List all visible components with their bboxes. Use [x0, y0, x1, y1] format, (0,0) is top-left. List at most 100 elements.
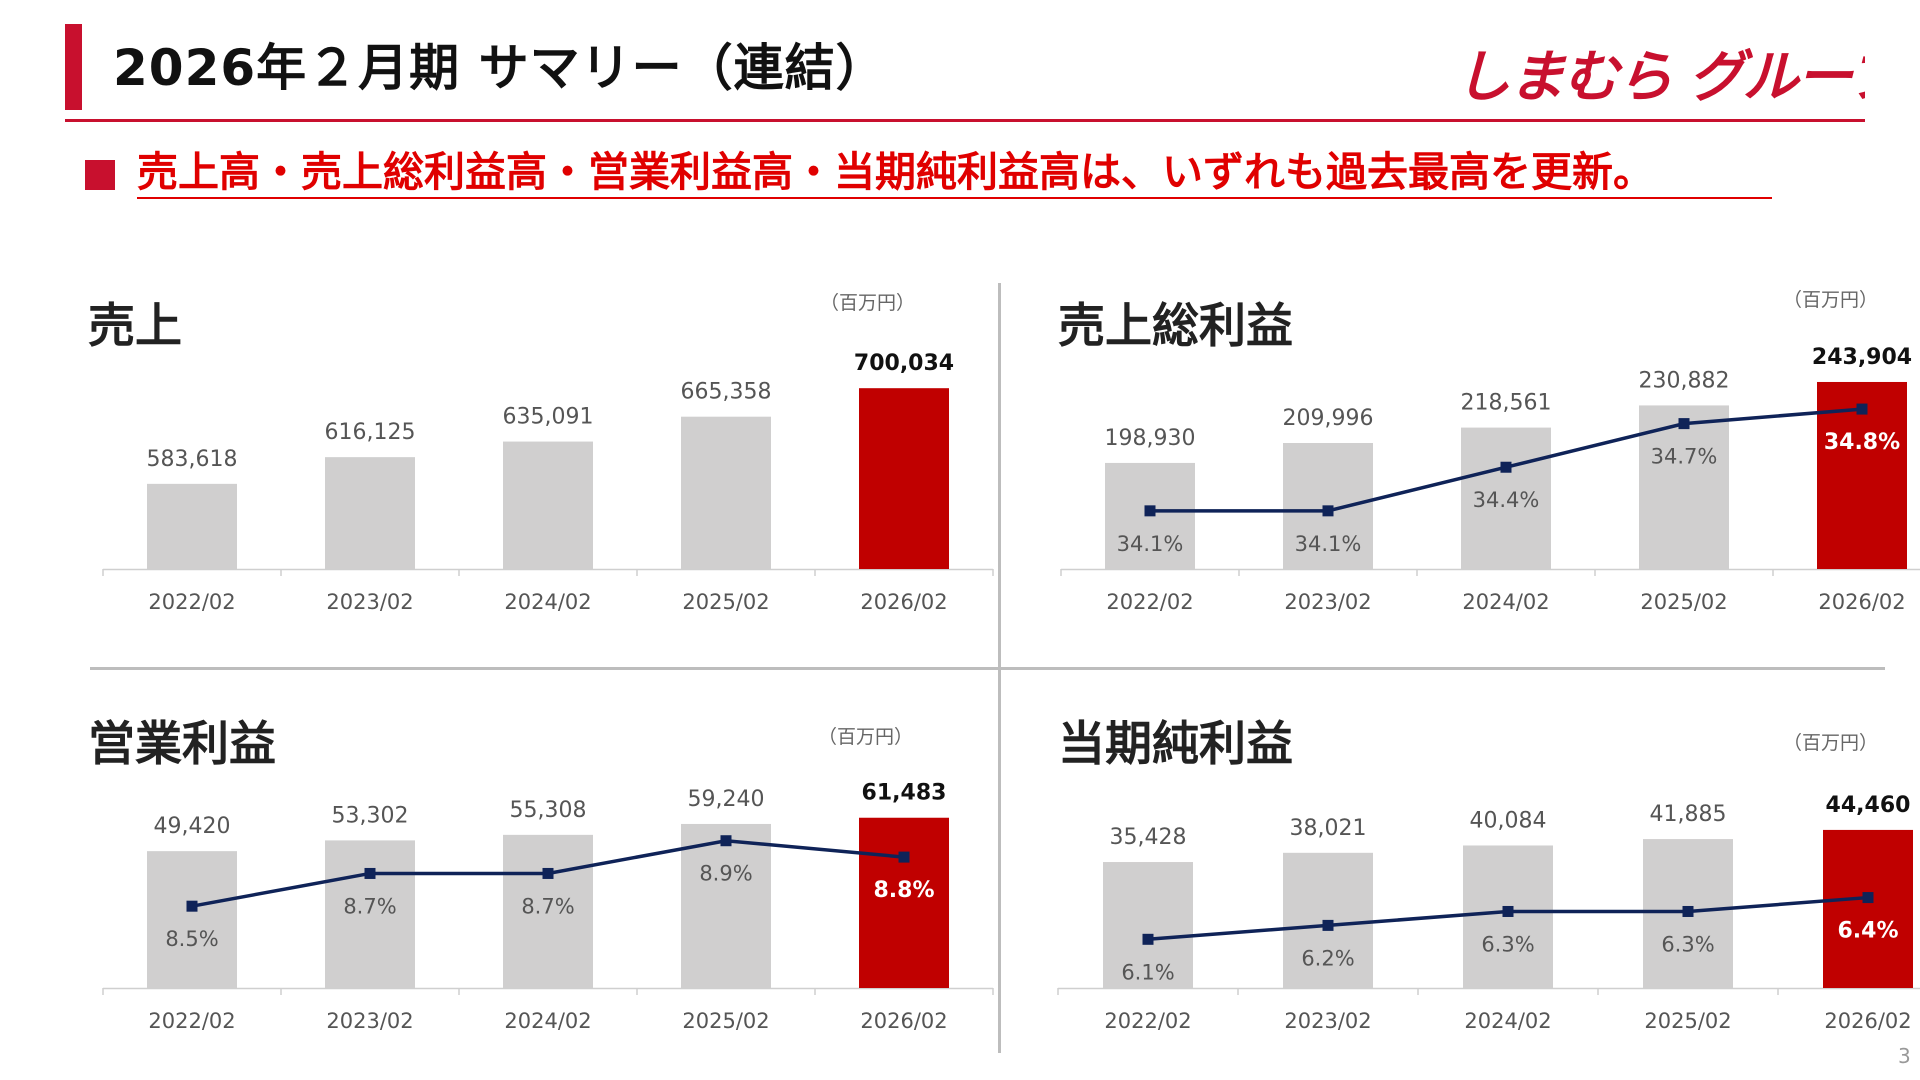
ratio-marker	[1862, 892, 1874, 904]
page-number: 3	[1898, 1044, 1911, 1068]
category-label: 2023/02	[326, 590, 413, 614]
category-label: 2025/02	[1640, 590, 1727, 614]
ratio-label: 34.7%	[1651, 445, 1718, 469]
ratio-marker	[1144, 505, 1156, 517]
ratio-marker	[1856, 403, 1868, 415]
bar-2026/02	[859, 817, 949, 988]
bar-value-label: 230,882	[1639, 368, 1730, 393]
category-label: 2026/02	[1824, 1009, 1911, 1033]
ratio-label: 34.8%	[1824, 430, 1900, 455]
category-label: 2026/02	[860, 1009, 947, 1033]
logo-text: しまむら グループ	[1455, 45, 1865, 110]
category-label: 2023/02	[326, 1009, 413, 1033]
category-label: 2025/02	[1644, 1009, 1731, 1033]
bar-2024/02	[503, 441, 593, 569]
ratio-marker	[898, 851, 910, 863]
panel-title-net-income: 当期純利益	[1058, 717, 1293, 772]
bar-value-label: 583,618	[147, 447, 238, 472]
ratio-label: 8.7%	[343, 894, 396, 918]
bar-value-label: 49,420	[154, 814, 231, 839]
bar-value-label: 35,428	[1110, 825, 1187, 850]
unit-label-net-income: （百万円）	[1783, 732, 1879, 754]
ratio-marker	[1322, 505, 1334, 517]
unit-label-gross-profit: （百万円）	[1783, 289, 1879, 311]
bar-2025/02	[681, 823, 771, 988]
sales-chart: 583,618 2022/02 616,125 2023/02 635,091 2024/…	[102, 351, 994, 614]
unit-label-sales: （百万円）	[820, 292, 916, 314]
bar-2022/02	[147, 483, 237, 569]
bar-value-label: 635,091	[503, 405, 594, 430]
category-label: 2022/02	[1104, 1009, 1191, 1033]
bar-value-label: 44,460	[1826, 793, 1911, 818]
bar-2026/02	[1823, 829, 1913, 988]
bar-2024/02	[503, 834, 593, 988]
headline-bullet	[85, 160, 115, 190]
category-label: 2026/02	[860, 590, 947, 614]
bar-2023/02	[325, 457, 415, 569]
ratio-label: 8.9%	[699, 862, 752, 886]
ratio-marker	[1678, 418, 1690, 430]
shimamura-group-logo: しまむら グループ	[1455, 34, 1916, 114]
ratio-marker	[186, 900, 198, 912]
bar-value-label: 665,358	[681, 380, 772, 405]
bar-value-label: 700,034	[854, 351, 954, 376]
bar-2022/02	[147, 851, 237, 988]
category-label: 2023/02	[1284, 1009, 1371, 1033]
ratio-label: 8.7%	[521, 894, 574, 918]
ratio-marker	[1322, 919, 1334, 931]
ratio-label: 8.8%	[873, 878, 934, 903]
category-label: 2023/02	[1284, 590, 1371, 614]
bar-value-label: 198,930	[1105, 426, 1196, 451]
ratio-marker	[1682, 905, 1694, 917]
category-label: 2024/02	[504, 590, 591, 614]
title-accent-bar	[65, 24, 82, 110]
category-label: 2026/02	[1818, 590, 1905, 614]
page-title: 2026年２月期 サマリー（連結）	[113, 39, 887, 97]
bar-2026/02	[859, 388, 949, 569]
ratio-label: 6.3%	[1481, 932, 1534, 956]
headline-text: 売上高・売上総利益高・営業利益高・当期純利益高は、いずれも過去最高を更新。	[137, 148, 1654, 196]
category-label: 2022/02	[148, 1009, 235, 1033]
headline-underline	[137, 197, 1772, 199]
bar-2022/02	[1103, 862, 1193, 988]
bar-value-label: 243,904	[1812, 345, 1912, 370]
horizontal-divider	[90, 667, 1885, 670]
bar-value-label: 41,885	[1650, 802, 1727, 827]
ratio-label: 34.1%	[1295, 532, 1362, 556]
bar-value-label: 209,996	[1283, 406, 1374, 431]
bar-value-label: 218,561	[1461, 391, 1552, 416]
ratio-marker	[1500, 461, 1512, 473]
bar-2024/02	[1461, 427, 1551, 569]
ratio-marker	[1502, 905, 1514, 917]
ratio-label: 6.1%	[1121, 960, 1174, 984]
bar-2025/02	[681, 416, 771, 569]
bar-value-label: 616,125	[325, 420, 416, 445]
category-label: 2024/02	[504, 1009, 591, 1033]
bar-value-label: 53,302	[332, 803, 409, 828]
ratio-label: 8.5%	[165, 927, 218, 951]
ratio-label: 6.4%	[1837, 919, 1898, 944]
ratio-label: 6.3%	[1661, 932, 1714, 956]
category-label: 2022/02	[1106, 590, 1193, 614]
panel-title-gross-profit: 売上総利益	[1058, 299, 1293, 354]
category-label: 2025/02	[682, 1009, 769, 1033]
ratio-marker	[1142, 933, 1154, 945]
ratio-marker	[542, 867, 554, 879]
net-income-chart: 35,428 2022/02 38,021 2023/02 40,084 2024/02 4…	[1057, 793, 1920, 1033]
bar-value-label: 55,308	[510, 798, 587, 823]
ratio-label: 34.4%	[1473, 488, 1540, 512]
unit-label-operating-profit: （百万円）	[818, 726, 914, 748]
operating-profit-chart: 49,420 2022/02 53,302 2023/02 55,308 2024/02 5…	[102, 781, 994, 1033]
gross-profit-chart: 198,930 2022/02 209,996 2023/02 218,561 2024/…	[1060, 345, 1920, 614]
bar-value-label: 40,084	[1470, 808, 1547, 833]
category-label: 2025/02	[682, 590, 769, 614]
ratio-label: 6.2%	[1301, 946, 1354, 970]
ratio-marker	[720, 835, 732, 847]
category-label: 2022/02	[148, 590, 235, 614]
title-divider	[65, 119, 1865, 122]
category-label: 2024/02	[1464, 1009, 1551, 1033]
panel-title-operating-profit: 営業利益	[88, 717, 276, 772]
bar-value-label: 61,483	[862, 781, 947, 806]
panel-title-sales: 売上	[88, 299, 182, 354]
ratio-marker	[364, 867, 376, 879]
